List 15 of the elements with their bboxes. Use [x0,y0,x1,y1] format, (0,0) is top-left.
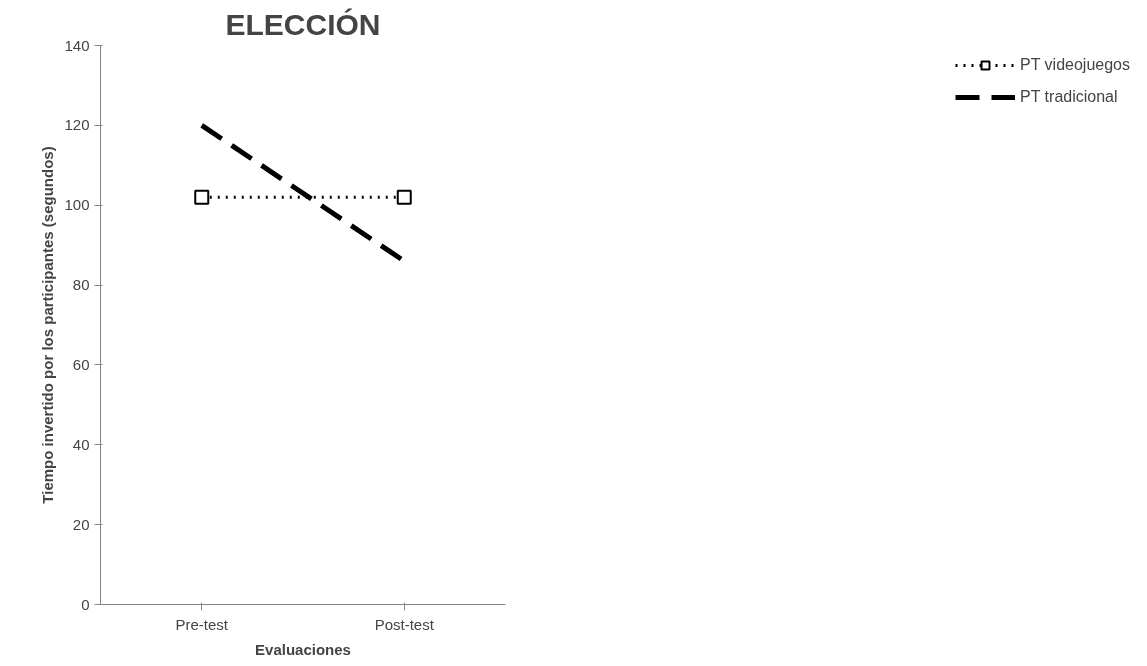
legend-label: PT tradicional [1020,88,1118,106]
legend-label: PT videojuegos [1020,56,1130,74]
y-axis-title: Tiempo invertido por los participantes (segundos) [39,146,57,504]
y-tick-label: 100 [64,196,90,214]
y-tick-label: 20 [72,515,90,533]
x-tick-label: Post-test [374,615,435,633]
y-tick-label: 0 [81,595,90,613]
y-tick-label: 40 [72,435,90,453]
y-tick-label: 120 [64,116,90,134]
x-tick-label: Pre-test [175,615,229,633]
y-tick-label: 80 [72,276,90,294]
y-tick-label: 140 [64,36,90,54]
y-tick-label: 60 [72,355,90,373]
x-axis-title: Evaluaciones [255,640,351,658]
chart-title: ELECCIÓN [225,7,381,41]
